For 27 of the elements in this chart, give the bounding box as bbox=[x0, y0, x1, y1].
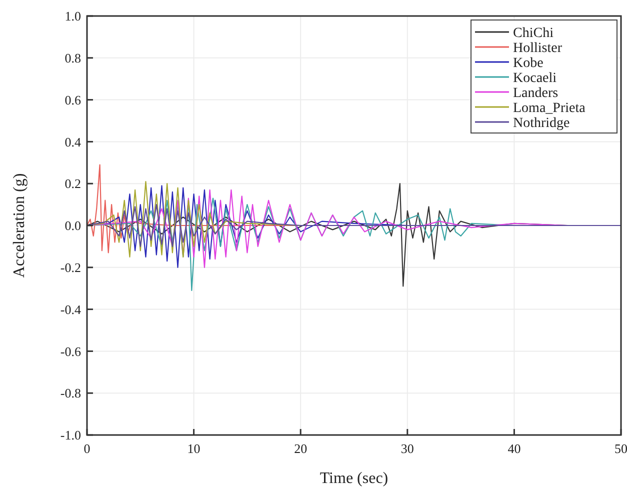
legend-label: Hollister bbox=[513, 40, 562, 56]
y-tick-label: 0.0 bbox=[64, 218, 81, 234]
legend-label: ChiChi bbox=[513, 26, 554, 41]
y-tick-label: 0.8 bbox=[64, 50, 81, 66]
x-tick-label: 50 bbox=[614, 441, 627, 456]
y-axis-title: Acceleration (g) bbox=[11, 173, 28, 278]
y-tick-label: 0.4 bbox=[64, 134, 82, 150]
legend-label: Loma_Prieta bbox=[513, 100, 586, 116]
legend-label: Landers bbox=[513, 86, 558, 101]
x-tick-label: 30 bbox=[400, 441, 414, 456]
x-tick-label: 0 bbox=[84, 441, 90, 456]
y-tick-label: -0.4 bbox=[60, 302, 82, 317]
x-axis-title: Time (sec) bbox=[320, 470, 388, 487]
legend-label: Nothridge bbox=[513, 116, 570, 131]
y-tick-label: -0.8 bbox=[60, 386, 81, 401]
y-tick-label: -0.6 bbox=[60, 344, 82, 359]
legend-label: Kobe bbox=[513, 56, 544, 71]
line-series bbox=[86, 204, 622, 247]
y-tick-label: -1.0 bbox=[60, 428, 81, 443]
y-tick-label: 1.0 bbox=[64, 8, 81, 24]
y-tick-label: -0.2 bbox=[60, 260, 81, 275]
x-tick-label: 20 bbox=[294, 441, 308, 456]
x-tick-label: 10 bbox=[187, 441, 200, 456]
legend-label: Kocaeli bbox=[513, 70, 557, 86]
x-tick-label: 40 bbox=[508, 441, 521, 456]
y-tick-label: 0.6 bbox=[64, 92, 82, 108]
y-tick-label: 0.2 bbox=[64, 176, 81, 192]
